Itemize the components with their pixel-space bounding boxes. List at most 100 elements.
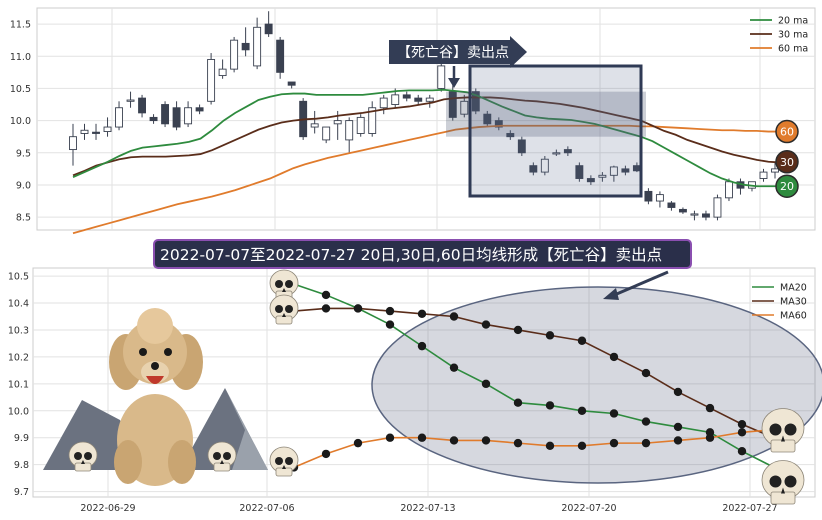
series-point (673, 422, 683, 432)
candle (540, 156, 549, 176)
ma60-line (72, 124, 780, 235)
candle-body (368, 107, 377, 134)
ma-end-marker-circle (775, 150, 799, 174)
series-point (385, 320, 395, 329)
candle (506, 130, 515, 140)
candle-body (264, 23, 273, 35)
candle-body (230, 39, 239, 70)
candle (678, 207, 687, 214)
skull-icon (761, 460, 805, 505)
candle (80, 123, 89, 140)
top-y-tick-label: 11.0 (10, 52, 31, 63)
bottom-y-tick-label: 10.0 (8, 406, 29, 417)
series-point (417, 309, 427, 318)
candle-body (563, 149, 572, 154)
candle-body (529, 165, 538, 173)
series-point (609, 438, 619, 448)
skull-jaw (74, 462, 92, 472)
candle-body (172, 107, 181, 128)
candle (621, 165, 630, 176)
candle (138, 94, 146, 118)
skull-nose (282, 288, 286, 292)
poodle-nose (151, 362, 159, 370)
bottom-y-tick-label: 10.4 (8, 299, 29, 310)
candle (713, 194, 722, 221)
candle (471, 88, 480, 115)
candle (287, 81, 296, 89)
candle (207, 53, 216, 105)
skull-eye-left (275, 457, 283, 465)
candle-body (448, 91, 457, 118)
candle-body (667, 202, 676, 208)
callout-arrow-head (448, 78, 460, 88)
candle-body (655, 194, 664, 202)
candle (690, 210, 699, 221)
ma30-line (72, 96, 781, 177)
candle-body (517, 139, 526, 154)
candle (126, 91, 135, 108)
ma-end-marker-circle (775, 119, 799, 144)
candle-body (725, 181, 733, 199)
legend-label: 30 ma (778, 30, 808, 41)
candle-body (552, 152, 561, 155)
legend-label: 20 ma (778, 16, 808, 27)
candle (368, 101, 377, 137)
candle-body (586, 178, 595, 183)
candle-body (115, 107, 123, 128)
candle-body (414, 97, 423, 102)
candle (310, 110, 319, 134)
candle-body (356, 116, 365, 134)
mountain-right-shade (225, 388, 268, 470)
candle (241, 27, 250, 57)
series-point (673, 436, 683, 445)
bottom-y-tick-label: 10.3 (8, 325, 29, 336)
ma-end-marker: 20 (775, 174, 799, 198)
skull-eye-right (784, 475, 797, 488)
series-point (449, 312, 459, 321)
candle-body (506, 133, 515, 138)
bottom-legend: MA20 MA30 MA60 (752, 283, 807, 322)
poodle-head (123, 320, 187, 384)
candle-body (207, 59, 216, 102)
candle (402, 91, 411, 102)
ma-end-marker-label: 20 (780, 180, 794, 193)
candle-body (678, 208, 687, 213)
candle (644, 188, 653, 205)
candle (552, 149, 561, 156)
candle (218, 59, 227, 79)
series-point (545, 401, 555, 410)
candle (172, 101, 181, 131)
candle-body (287, 81, 296, 86)
candle-body (494, 120, 503, 128)
series-point (449, 363, 459, 372)
poodle-leg-left (114, 440, 142, 484)
series-point (705, 403, 715, 413)
candle (414, 94, 423, 105)
series-point (737, 428, 747, 437)
skull-nose (282, 313, 286, 317)
candle-body (609, 166, 618, 176)
candle (460, 94, 469, 118)
top-y-tick-label: 9.0 (16, 180, 31, 191)
candle-body (161, 104, 170, 125)
candle (702, 210, 710, 221)
top-y-tick-label: 9.5 (16, 148, 31, 159)
bottom-y-tick-label: 10.5 (8, 272, 29, 283)
candle-body (218, 68, 227, 77)
candle (575, 162, 584, 182)
skull-nose (81, 460, 85, 464)
series-point (353, 438, 363, 448)
candlestick-panel: 11.5 11.0 10.5 10.0 9.5 9.0 8.5 20 ma 30 ma 60 ma… (10, 7, 816, 235)
series-point (321, 290, 331, 300)
candle-body (310, 123, 319, 128)
series-point (577, 441, 587, 451)
candle-body (92, 131, 100, 134)
skull-nose (781, 435, 785, 442)
candle (264, 11, 273, 37)
series-point (417, 433, 427, 442)
bottom-y-tick-label: 9.9 (14, 433, 29, 444)
candle-body (149, 116, 158, 122)
skull-eye-left (213, 452, 221, 460)
callout-banner: 【死亡谷】卖出点 (389, 36, 527, 68)
pointer-arrow-line (611, 270, 669, 298)
